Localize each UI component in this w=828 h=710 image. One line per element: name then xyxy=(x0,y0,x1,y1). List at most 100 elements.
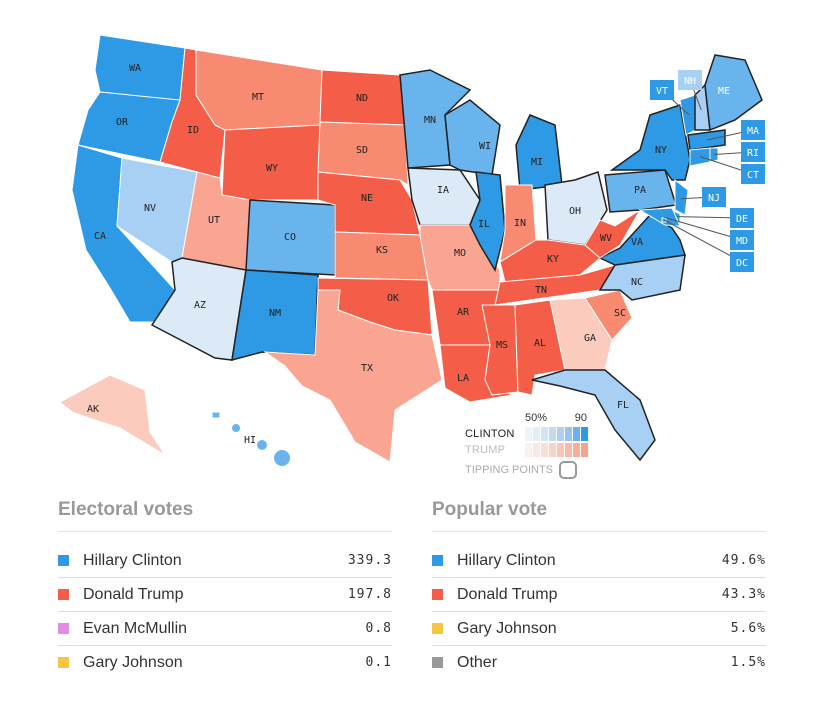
candidate-name: Evan McMullin xyxy=(83,619,188,637)
tipping-points-toggle[interactable] xyxy=(559,461,578,479)
state-label: AL xyxy=(534,338,546,349)
table-row: Evan McMullin 0.8 xyxy=(58,612,392,646)
table-row: Hillary Clinton 339.3 xyxy=(58,544,392,578)
callout-box-ma[interactable] xyxy=(741,120,765,140)
legend-cell xyxy=(581,427,588,441)
legend-cell xyxy=(573,427,580,441)
candidate-value: 5.6% xyxy=(730,621,766,636)
state-label: LA xyxy=(457,373,469,384)
callout-box-nh[interactable] xyxy=(678,70,702,90)
callout-box-nj[interactable] xyxy=(702,187,726,207)
state-label: WY xyxy=(266,163,278,174)
state-label: MI xyxy=(531,157,543,168)
state-label: NJ xyxy=(708,193,720,204)
legend-scale-low: 50% xyxy=(525,412,548,424)
callout-box-vt[interactable] xyxy=(650,80,674,100)
state-label: TN xyxy=(535,285,547,296)
state-ma[interactable] xyxy=(687,129,726,151)
state-label: NH xyxy=(684,76,696,87)
state-label: CO xyxy=(284,232,296,243)
state-pa[interactable] xyxy=(604,169,677,213)
state-label: VT xyxy=(656,86,668,97)
state-fl[interactable] xyxy=(531,369,656,462)
legend-cell xyxy=(549,427,556,441)
state-hi[interactable] xyxy=(211,411,221,419)
state-label: DE xyxy=(736,214,748,225)
legend-cell xyxy=(581,443,588,457)
legend-clinton-label: CLINTON xyxy=(465,428,515,440)
state-va[interactable] xyxy=(598,214,686,266)
electoral-votes-title: Electoral votes xyxy=(58,497,392,532)
callout-box-dc[interactable] xyxy=(730,252,754,272)
state-hi-island[interactable] xyxy=(257,440,267,450)
state-mi[interactable] xyxy=(515,114,563,191)
popular-vote-title: Popular vote xyxy=(432,497,766,532)
legend-trump-label: TRUMP xyxy=(465,444,506,456)
legend-cell xyxy=(541,443,548,457)
candidate-name: Donald Trump xyxy=(83,585,184,603)
state-label: NE xyxy=(361,193,373,204)
callout-box-md[interactable] xyxy=(730,230,754,250)
legend-cell xyxy=(533,443,540,457)
state-ia[interactable] xyxy=(407,167,481,226)
legend-clinton-scale xyxy=(525,427,589,441)
state-label: IL xyxy=(478,219,490,230)
callout-line xyxy=(664,216,743,241)
candidate-name: Gary Johnson xyxy=(83,653,183,671)
legend-scale-high: 90 xyxy=(574,412,587,424)
callout-box-de[interactable] xyxy=(730,208,754,228)
state-md[interactable] xyxy=(638,207,681,227)
candidate-name: Donald Trump xyxy=(457,585,558,603)
state-nj[interactable] xyxy=(674,178,689,216)
candidate-swatch xyxy=(432,657,443,668)
state-label: WV xyxy=(600,233,612,244)
state-label: NM xyxy=(269,308,281,319)
legend-cell xyxy=(565,427,572,441)
state-label: UT xyxy=(208,215,220,226)
state-hi-island[interactable] xyxy=(232,424,240,432)
state-label: AZ xyxy=(194,300,206,311)
candidate-swatch xyxy=(58,623,69,634)
candidate-value: 0.1 xyxy=(365,655,392,670)
table-row: Hillary Clinton 49.6% xyxy=(432,544,766,578)
state-label: AK xyxy=(87,404,99,415)
state-sc[interactable] xyxy=(584,289,633,341)
state-wi[interactable] xyxy=(444,99,501,176)
state-label: MO xyxy=(454,248,466,259)
state-il[interactable] xyxy=(469,171,506,272)
state-label: CA xyxy=(94,231,106,242)
state-tx[interactable] xyxy=(263,289,443,463)
state-wy[interactable] xyxy=(221,124,321,201)
table-row: Donald Trump 43.3% xyxy=(432,578,766,612)
state-label: MA xyxy=(747,126,759,137)
state-label: CT xyxy=(747,170,759,181)
state-label: FL xyxy=(617,400,629,411)
state-hi-island[interactable] xyxy=(274,450,290,466)
state-label: OR xyxy=(116,117,129,128)
legend-cell xyxy=(525,427,532,441)
state-label: VA xyxy=(631,237,643,248)
legend-cell xyxy=(533,427,540,441)
candidate-swatch xyxy=(432,589,443,600)
legend-cell xyxy=(525,443,532,457)
legend-cell xyxy=(549,443,556,457)
legend-cell xyxy=(541,427,548,441)
callout-box-ct[interactable] xyxy=(741,164,765,184)
state-sd[interactable] xyxy=(317,121,409,186)
state-label: RI xyxy=(747,148,759,159)
us-map: WA OR CA NV ID MT WY UT AZ CO NM ND SD NE KS OK TX MN IA MO… xyxy=(59,34,765,466)
candidate-value: 1.5% xyxy=(730,655,766,670)
state-ks[interactable] xyxy=(334,231,429,281)
state-mt[interactable] xyxy=(195,49,323,131)
table-row: Gary Johnson 0.1 xyxy=(58,646,392,679)
state-ny[interactable] xyxy=(609,104,691,181)
state-ak[interactable] xyxy=(59,374,166,456)
legend-cell xyxy=(557,443,564,457)
popular-vote-table: Popular vote Hillary Clinton 49.6% Donald … xyxy=(432,497,766,679)
callout-box-me[interactable] xyxy=(712,80,736,100)
state-ri[interactable] xyxy=(709,147,719,163)
callout-box-ri[interactable] xyxy=(741,142,765,162)
candidate-value: 197.8 xyxy=(347,587,392,602)
state-label: SD xyxy=(356,145,368,156)
